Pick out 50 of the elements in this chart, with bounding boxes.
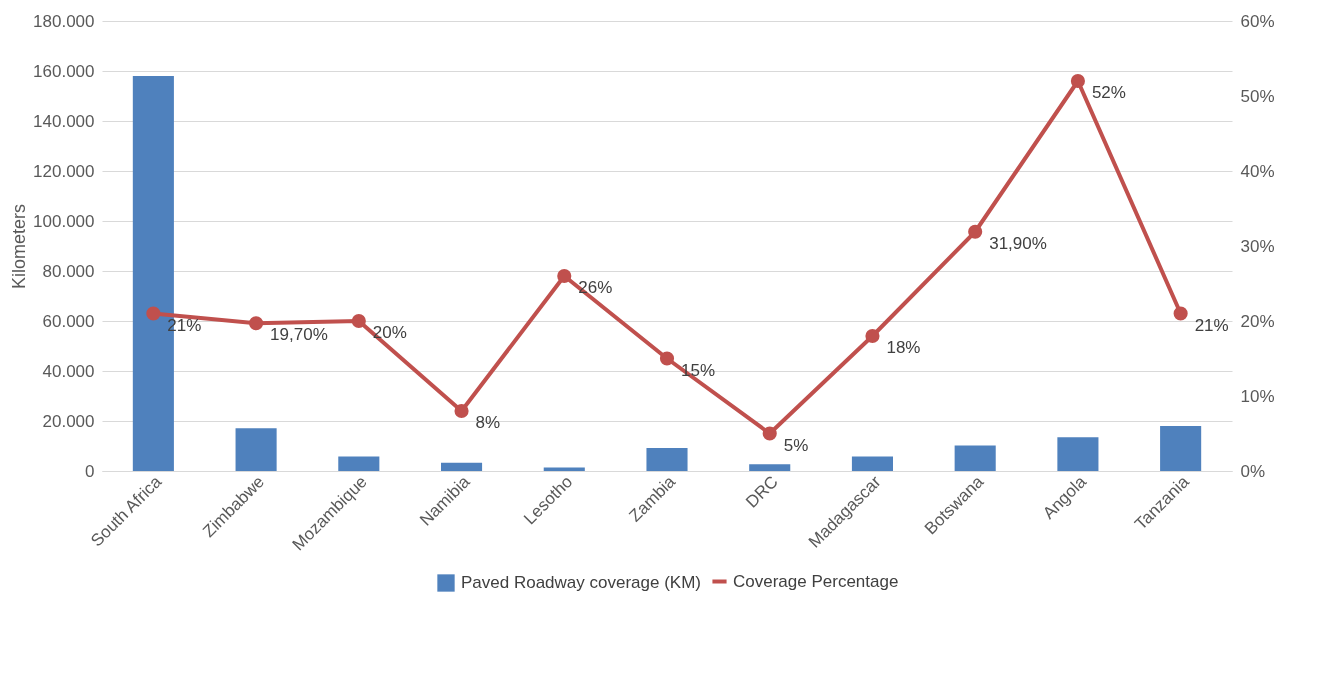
y-tick-label: 140.000 <box>33 111 95 131</box>
bar <box>749 464 791 471</box>
point <box>249 316 264 331</box>
point <box>454 403 469 419</box>
data-label: 18% <box>886 338 921 357</box>
data-label: 19,70% <box>270 325 328 345</box>
y-tick-label: 40.000 <box>42 361 95 381</box>
legend-label: Paved Roadway coverage (KM) <box>461 573 702 592</box>
point <box>968 224 983 239</box>
bar <box>235 428 277 471</box>
point <box>762 426 777 441</box>
point <box>146 306 161 321</box>
point <box>1070 73 1085 89</box>
bar <box>338 456 380 471</box>
bar <box>441 462 483 471</box>
point <box>351 313 366 329</box>
data-label: 5% <box>783 435 809 455</box>
bar <box>851 456 893 471</box>
y-tick-label: 160.000 <box>33 61 95 81</box>
y2-tick-label: 30% <box>1240 236 1275 256</box>
bar <box>954 445 996 471</box>
y-tick-label: 20.000 <box>42 411 95 431</box>
bar <box>646 448 688 471</box>
data-label: 20% <box>372 323 407 342</box>
data-label: 8% <box>475 413 501 432</box>
data-label: 52% <box>1091 83 1126 102</box>
y-tick-label: 120.000 <box>33 161 95 181</box>
data-label: 21% <box>1194 315 1229 335</box>
point <box>659 351 675 366</box>
data-label: 31,90% <box>989 233 1047 253</box>
y2-tick-label: 10% <box>1240 386 1275 406</box>
y-tick-label: 60.000 <box>42 311 95 331</box>
bar <box>1057 437 1099 471</box>
y-axis-title: Kilometers <box>9 203 30 290</box>
y2-tick-label: 20% <box>1240 311 1275 331</box>
y2-tick-label: 0% <box>1240 461 1266 481</box>
data-label: 26% <box>578 278 613 297</box>
point <box>1173 306 1188 321</box>
y2-tick-label: 60% <box>1240 11 1275 31</box>
point <box>557 268 572 284</box>
legend-label: Coverage Percentage <box>733 571 899 591</box>
y2-tick-label: 50% <box>1240 86 1275 106</box>
point <box>865 328 880 344</box>
bar <box>1160 426 1202 471</box>
y-tick-label: 100.000 <box>33 211 95 231</box>
y2-tick-label: 40% <box>1240 161 1275 181</box>
y-tick-label: 180.000 <box>33 11 95 31</box>
y-tick-label: 80.000 <box>42 261 95 281</box>
y-tick-label: 0 <box>85 461 95 481</box>
data-label: 15% <box>681 360 716 380</box>
